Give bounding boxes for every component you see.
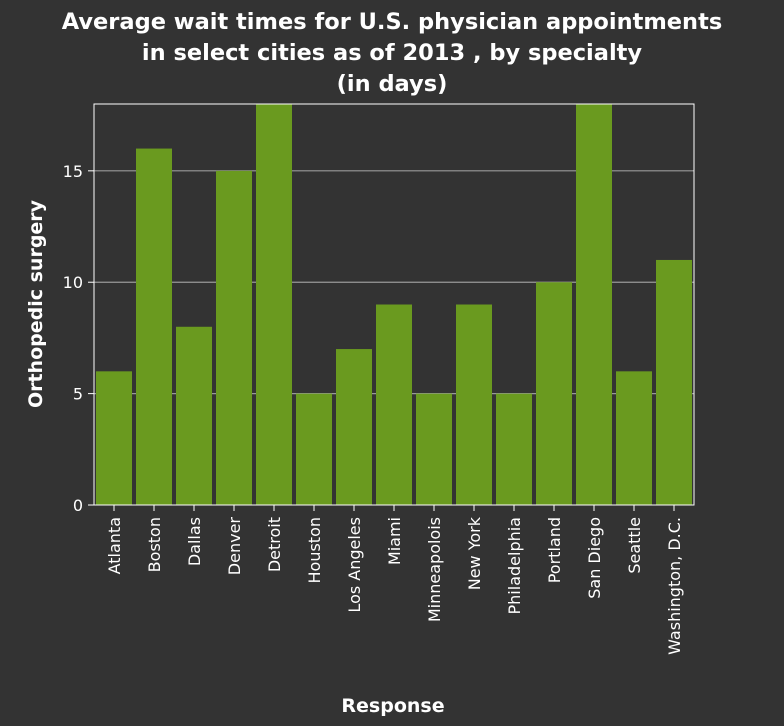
x-tick-label-2: Dallas	[185, 517, 204, 566]
x-tick-label-10: Philadelphia	[505, 517, 524, 614]
bar-5	[296, 393, 332, 505]
x-tick-label-5: Houston	[305, 517, 324, 584]
x-axis-label: Response	[341, 695, 444, 717]
bar-8	[416, 393, 452, 505]
x-tick-label-1: Boston	[145, 517, 164, 572]
x-tick-label-9: New York	[465, 516, 484, 590]
bar-14	[656, 259, 692, 505]
x-tick-label-3: Denver	[225, 517, 244, 576]
x-tick-label-12: San Diego	[585, 517, 604, 599]
x-tick-label-13: Seattle	[625, 517, 644, 574]
x-tick-label-6: Los Angeles	[345, 517, 364, 613]
bar-4	[256, 104, 292, 505]
chart-title-line-3: (in days)	[337, 71, 448, 97]
x-tick-label-0: Atlanta	[105, 517, 124, 574]
x-tick-label-14: Washington, D.C.	[665, 517, 684, 655]
x-tick-label-7: Miami	[385, 517, 404, 565]
bar-3	[216, 170, 252, 506]
chart-title-line-2: in select cities as of 2013 , by special…	[142, 40, 643, 66]
bar-11	[536, 282, 572, 505]
y-axis-label: Orthopedic surgery	[25, 199, 47, 408]
x-tick-label-8: Minneapolois	[425, 517, 444, 622]
bar-1	[136, 148, 172, 506]
plot-area: 0 5 10 15 Atlanta Boston Dallas Denver Detroit Ho…	[63, 103, 695, 655]
bar-13	[616, 371, 652, 505]
y-tick-label-3: 15	[63, 162, 83, 181]
bar-9	[456, 304, 492, 505]
y-tick-label-0: 0	[73, 496, 83, 515]
bar-2	[176, 326, 212, 505]
bar-12	[576, 104, 612, 505]
x-tick-label-4: Detroit	[265, 517, 284, 572]
bar-6	[336, 349, 372, 505]
y-tick-label-1: 5	[73, 385, 83, 404]
chart-title-line-1: Average wait times for U.S. physician ap…	[62, 9, 722, 35]
bar-0	[96, 371, 132, 505]
bar-10	[496, 393, 532, 505]
x-tick-label-11: Portland	[545, 517, 564, 583]
y-tick-label-2: 10	[63, 273, 83, 292]
bar-7	[376, 304, 412, 505]
